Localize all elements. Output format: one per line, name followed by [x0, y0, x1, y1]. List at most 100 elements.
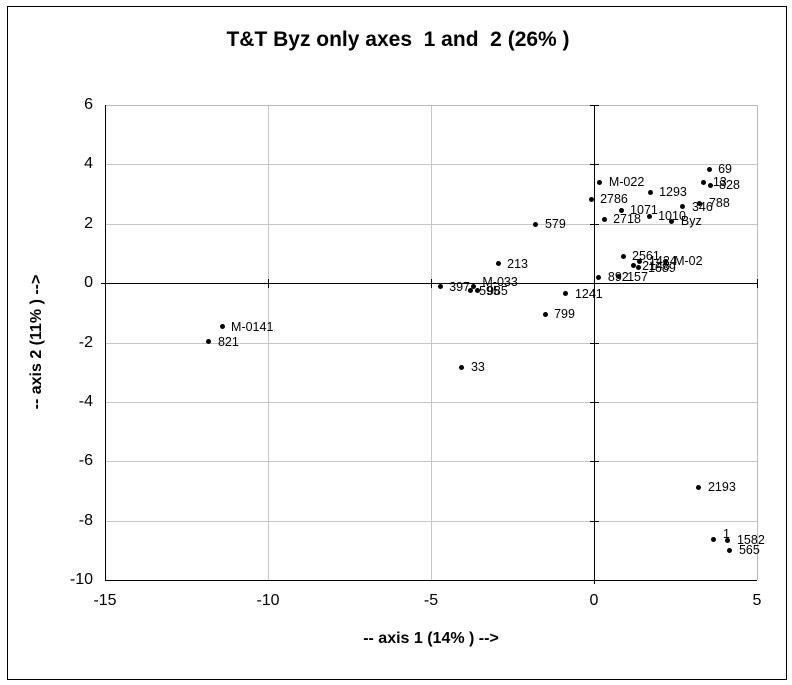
point-label: M-033 [482, 274, 518, 289]
data-point [696, 484, 702, 490]
data-point [437, 284, 443, 290]
data-point [707, 182, 713, 188]
data-point [533, 221, 539, 227]
x-axis-tick [105, 279, 106, 289]
data-point [597, 179, 603, 185]
data-point [646, 213, 652, 219]
data-point [470, 284, 476, 290]
point-label: 69 [718, 162, 732, 177]
y-tick-label: 6 [84, 96, 93, 113]
x-axis-tick [268, 279, 269, 289]
y-axis-tick [590, 223, 599, 225]
point-label: 397 [449, 279, 470, 294]
y-axis-tick [590, 580, 599, 581]
x-axis-line [101, 283, 757, 285]
gridline-horizontal [105, 401, 757, 403]
data-point [669, 218, 675, 224]
plot-border-top [105, 105, 757, 106]
gridline-horizontal [105, 461, 757, 463]
y-tick-label: 0 [84, 274, 93, 292]
y-axis-tick [590, 401, 599, 403]
data-point [630, 263, 636, 269]
data-point [495, 261, 501, 267]
point-label: 1010 [658, 209, 686, 224]
point-label: 828 [719, 178, 740, 193]
point-label: 1293 [659, 185, 687, 200]
data-point [459, 364, 465, 370]
data-point [706, 166, 712, 172]
point-label: 595 [479, 283, 500, 298]
y-tick-label: 4 [84, 155, 93, 173]
point-label: M-0141 [231, 319, 274, 334]
point-label: 1241 [574, 286, 603, 301]
y-tick-label: -8 [78, 511, 93, 529]
y-tick-label: -10 [69, 571, 93, 588]
point-label: Byz [680, 214, 702, 229]
point-label: 579 [544, 217, 566, 232]
y-axis-tick [590, 164, 599, 166]
data-point [206, 339, 212, 345]
data-point [711, 536, 717, 542]
data-point [601, 216, 607, 222]
y-tick-label: -6 [78, 452, 93, 470]
point-label: 985 [486, 283, 508, 298]
plot-border-right [757, 105, 758, 580]
point-label: 2786 [600, 192, 628, 207]
point-label: 2718 [613, 212, 641, 227]
plot-border-bottom [105, 580, 757, 581]
point-label: 2193 [707, 480, 736, 495]
data-point [467, 288, 473, 294]
point-label: 213 [507, 256, 528, 271]
data-point [475, 288, 481, 294]
point-label: 157 [627, 269, 648, 284]
point-label: 565 [738, 543, 760, 558]
gridline-horizontal [105, 520, 757, 522]
x-tick-label: 5 [752, 592, 762, 609]
point-label: 821 [217, 334, 239, 349]
data-point [596, 274, 602, 280]
data-point [618, 207, 624, 213]
y-axis-tick [590, 461, 599, 463]
point-label: 33 [470, 360, 485, 375]
x-axis-tick [594, 279, 595, 289]
point-label: 13 [712, 175, 727, 190]
point-label: M-02 [674, 254, 703, 269]
x-axis-tick [431, 279, 432, 289]
point-label: 1582 [736, 533, 765, 548]
x-tick-label: -15 [93, 592, 117, 609]
data-point [701, 179, 707, 185]
point-label: 788 [708, 196, 730, 211]
data-point [725, 537, 731, 543]
data-point [697, 200, 703, 206]
point-label: M-022 [608, 175, 645, 190]
data-point [542, 311, 548, 317]
data-point [662, 258, 668, 264]
gridline-horizontal [105, 223, 757, 225]
chart-title: T&T Byz only axes 1 and 2 (26% ) [226, 28, 570, 51]
data-point [219, 324, 225, 330]
point-label: 1 [722, 527, 730, 542]
x-tick-label: -5 [423, 592, 439, 609]
y-axis-line [594, 105, 595, 584]
point-label: 346 [691, 199, 713, 214]
y-axis-title: -- axis 2 (11% ) --> [28, 274, 45, 410]
y-tick-label: -4 [78, 392, 93, 410]
data-point [636, 265, 642, 271]
data-point [620, 253, 626, 259]
gridline-horizontal [105, 164, 757, 166]
point-label: 1689 [647, 260, 676, 275]
y-axis-tick [590, 105, 599, 106]
x-tick-label: 0 [589, 592, 599, 609]
y-axis-tick [590, 520, 599, 522]
y-tick-label: -2 [78, 333, 93, 351]
gridline-horizontal [105, 342, 757, 344]
data-point [615, 274, 621, 280]
point-label: 799 [554, 307, 575, 322]
data-point [588, 196, 594, 202]
y-tick-label: 2 [84, 214, 93, 232]
data-point [637, 258, 643, 264]
data-point [680, 204, 686, 210]
data-point [647, 189, 653, 195]
data-point [727, 547, 733, 553]
